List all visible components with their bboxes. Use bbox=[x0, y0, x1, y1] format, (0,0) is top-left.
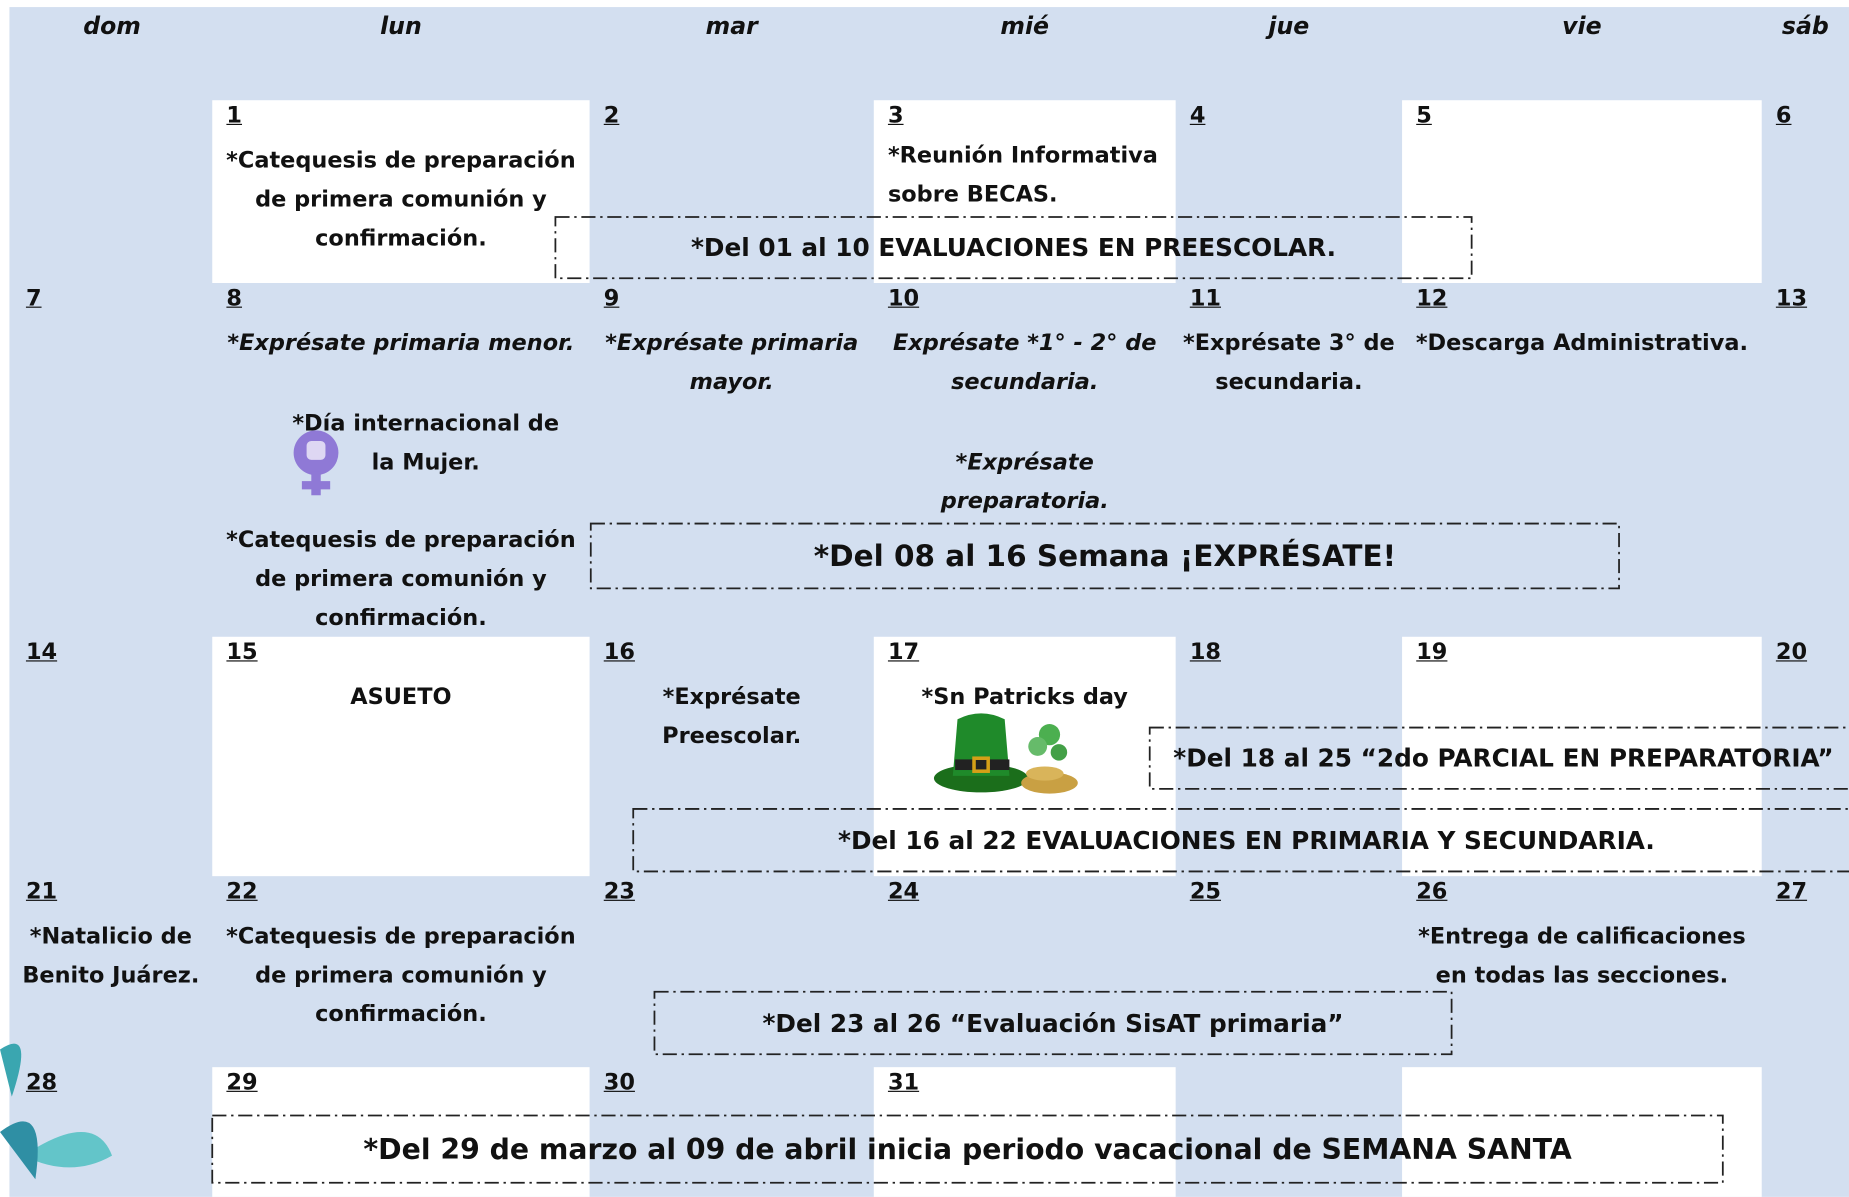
event-note: *Catequesis de preparación de primera co… bbox=[226, 527, 576, 631]
white-cell bbox=[212, 636, 590, 877]
day-number: 30 bbox=[603, 1069, 635, 1096]
day-number: 2 bbox=[603, 102, 620, 129]
event-note: *Sn Patricks day bbox=[921, 683, 1128, 710]
event-note: *Exprésate Preescolar. bbox=[662, 683, 802, 749]
event-note: *Exprésate 3° de secundaria. bbox=[1182, 330, 1395, 396]
event-note: *Entrega de calificaciones en todas las … bbox=[1418, 923, 1746, 989]
day-number: 6 bbox=[1775, 102, 1792, 129]
day-number: 21 bbox=[25, 878, 58, 905]
event-note: *Descarga Administrativa. bbox=[1415, 330, 1748, 357]
day-number: 26 bbox=[1416, 878, 1448, 905]
day-number: 10 bbox=[887, 285, 920, 312]
banner-text: *Del 01 al 10 EVALUACIONES EN PREESCOLAR… bbox=[690, 233, 1337, 262]
event-note: *Exprésate primaria mayor. bbox=[605, 330, 859, 396]
white-cell bbox=[212, 100, 590, 284]
event-banner: *Del 23 al 26 “Evaluación SisAT primaria… bbox=[653, 990, 1453, 1056]
dashed-border bbox=[589, 522, 1620, 590]
women-symbol-icon bbox=[293, 430, 339, 496]
day-number: 27 bbox=[1775, 878, 1808, 905]
day-number: 7 bbox=[25, 285, 42, 312]
weekday-header: jue bbox=[1268, 11, 1310, 41]
event-note: Exprésate *1° - 2° de secundaria. bbox=[893, 330, 1157, 396]
white-cell bbox=[1402, 1067, 1762, 1197]
day-number: 25 bbox=[1189, 878, 1222, 905]
dashed-border bbox=[632, 808, 1849, 873]
event-note: *Reunión Informativa sobre BECAS. bbox=[887, 142, 1158, 208]
banner-text: *Del 18 al 25 “2do PARCIAL EN PREPARATOR… bbox=[1173, 744, 1834, 773]
event-banner: *Del 08 al 16 Semana ¡EXPRÉSATE! bbox=[589, 522, 1620, 590]
day-number: 24 bbox=[887, 878, 920, 905]
event-note: *Día internacional de la Mujer. bbox=[292, 410, 560, 476]
event-note: *Catequesis de preparación de primera co… bbox=[226, 923, 576, 1028]
day-number: 11 bbox=[1189, 285, 1222, 312]
day-number: 5 bbox=[1416, 102, 1432, 129]
dashed-border bbox=[211, 1114, 1724, 1184]
banner-text: *Del 08 al 16 Semana ¡EXPRÉSATE! bbox=[813, 538, 1397, 574]
day-number: 3 bbox=[887, 102, 904, 129]
day-number: 14 bbox=[25, 639, 58, 666]
dashed-border bbox=[554, 216, 1473, 280]
white-cell bbox=[873, 1067, 1176, 1197]
day-number: 19 bbox=[1416, 639, 1448, 666]
weekday-header: lun bbox=[380, 11, 422, 41]
day-number: 23 bbox=[603, 878, 635, 905]
day-number: 17 bbox=[887, 639, 920, 666]
day-number: 15 bbox=[226, 639, 258, 666]
weekday-header: vie bbox=[1562, 11, 1602, 41]
event-banner: *Del 01 al 10 EVALUACIONES EN PREESCOLAR… bbox=[554, 216, 1473, 280]
day-number: 18 bbox=[1189, 639, 1222, 666]
event-note: ASUETO bbox=[350, 683, 452, 710]
day-number: 22 bbox=[226, 878, 258, 905]
st-patricks-hat-icon bbox=[933, 713, 1078, 794]
white-cell bbox=[1402, 100, 1762, 284]
dashed-border bbox=[653, 990, 1453, 1056]
dashed-border bbox=[1148, 726, 1849, 790]
white-cell bbox=[873, 100, 1176, 284]
day-number: 9 bbox=[603, 285, 620, 312]
day-number: 29 bbox=[226, 1069, 258, 1096]
day-number: 28 bbox=[25, 1069, 58, 1096]
day-number: 1 bbox=[226, 102, 243, 129]
banner-text: *Del 29 de marzo al 09 de abril inicia p… bbox=[363, 1132, 1572, 1166]
day-number: 13 bbox=[1775, 285, 1808, 312]
day-number: 4 bbox=[1189, 102, 1206, 129]
day-number: 12 bbox=[1416, 285, 1448, 312]
event-note: *Natalicio de Benito Juárez. bbox=[22, 923, 200, 989]
event-note: *Exprésate primaria menor. bbox=[227, 330, 575, 357]
day-number: 31 bbox=[887, 1069, 920, 1096]
banner-text: *Del 16 al 22 EVALUACIONES EN PRIMARIA Y… bbox=[838, 826, 1655, 855]
event-note: *Exprésate preparatoria. bbox=[940, 449, 1109, 515]
weekday-header: sáb bbox=[1781, 11, 1829, 41]
event-banner: *Del 18 al 25 “2do PARCIAL EN PREPARATOR… bbox=[1148, 726, 1849, 790]
weekday-header: mar bbox=[705, 11, 758, 41]
event-banner: *Del 29 de marzo al 09 de abril inicia p… bbox=[211, 1114, 1724, 1184]
day-number: 20 bbox=[1775, 639, 1808, 666]
day-number: 8 bbox=[226, 285, 243, 312]
white-cell bbox=[1402, 636, 1762, 877]
day-number: 16 bbox=[603, 639, 635, 666]
weekday-header: mié bbox=[1000, 11, 1050, 41]
white-cell bbox=[873, 636, 1176, 877]
event-banner: *Del 16 al 22 EVALUACIONES EN PRIMARIA Y… bbox=[632, 808, 1849, 873]
white-cell bbox=[212, 1067, 590, 1197]
weekday-header: dom bbox=[83, 11, 141, 41]
leaf-decoration bbox=[0, 1043, 113, 1180]
banner-text: *Del 23 al 26 “Evaluación SisAT primaria… bbox=[762, 1008, 1344, 1038]
event-note: *Catequesis de preparación de primera co… bbox=[226, 147, 576, 252]
